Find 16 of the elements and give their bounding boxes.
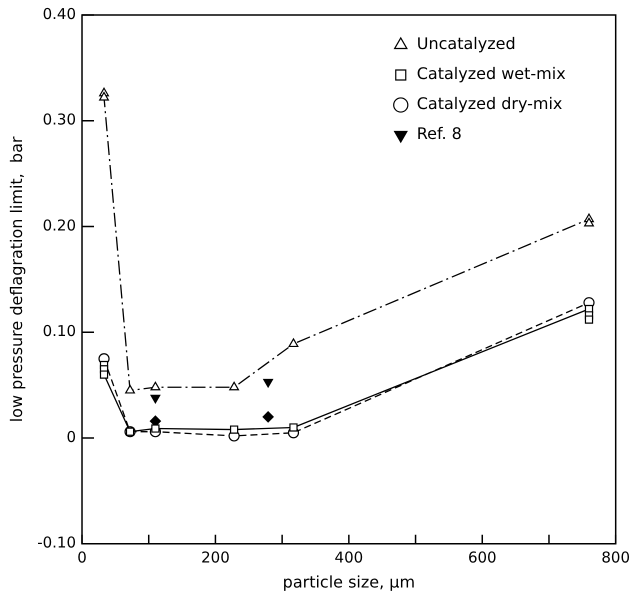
legend-label: Catalyzed wet-mix xyxy=(416,64,566,84)
y-tick-label: 0 xyxy=(66,428,76,446)
y-tick-label: 0.20 xyxy=(42,216,76,234)
y-tick-label: 0.40 xyxy=(42,4,76,23)
x-tick-label: 400 xyxy=(334,548,364,567)
y-tick-label: 0.10 xyxy=(42,322,76,340)
x-tick-label: 800 xyxy=(601,548,630,567)
legend-label: Catalyzed dry-mix xyxy=(416,94,562,114)
y-tick-label: -0.10 xyxy=(37,534,76,552)
y-tick-label: 0.30 xyxy=(42,110,76,129)
x-axis-title: particle size, μm xyxy=(282,572,416,592)
legend-label: Uncatalyzed xyxy=(416,34,516,54)
x-tick-label: 200 xyxy=(201,548,230,567)
y-axis-title: low pressure deflagration limit, bar xyxy=(6,136,26,422)
legend-label: Ref. 8 xyxy=(416,124,462,144)
x-tick-label: 600 xyxy=(468,548,497,567)
